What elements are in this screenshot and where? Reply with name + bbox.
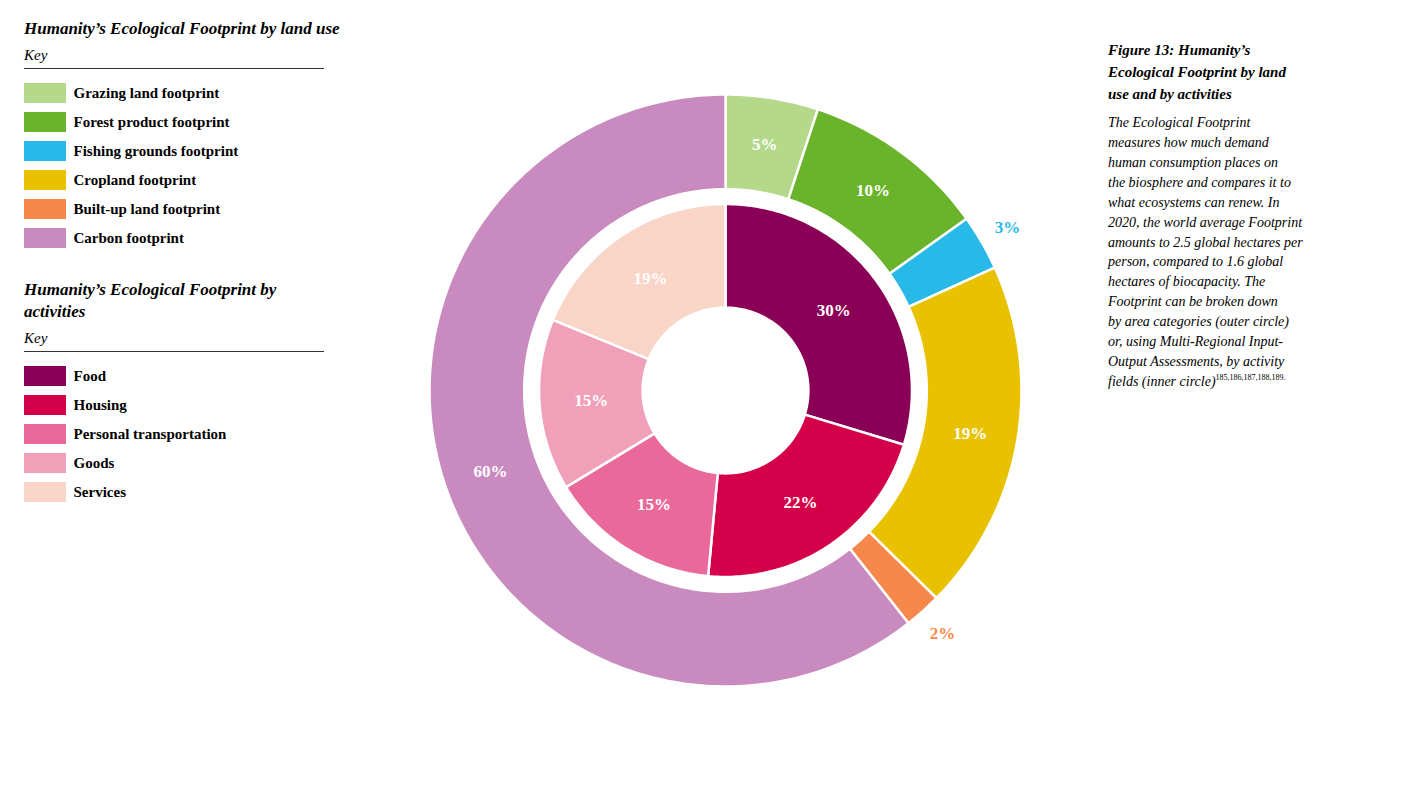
- svg-text:19%: 19%: [633, 269, 667, 288]
- html-text:hectares of biocapacity. The: hectares of biocapacity. The: [1108, 274, 1266, 290]
- html-text:person, compared to 1.6 global: person, compared to 1.6 global: [1108, 254, 1284, 270]
- svg-text:30%: 30%: [817, 301, 851, 320]
- html-text:amounts to 2.5 global hectares: amounts to 2.5 global hectares per: [1108, 234, 1303, 250]
- html-text:Output Assessments, by activit: Output Assessments, by activity: [1108, 353, 1285, 369]
- html-text:human consumption places on: human consumption places on: [1108, 155, 1278, 170]
- html-text:fields (inner circle)185,186,1: fields (inner circle)185,186,187,188,189…: [1108, 373, 1286, 389]
- html-text:Figure 13: Humanity’s: Figure 13: Humanity’s: [1108, 42, 1251, 58]
- html-text:Fishing grounds footprint: Fishing grounds footprint: [73, 143, 239, 160]
- html-text:Cropland footprint: Cropland footprint: [73, 172, 197, 189]
- html-text:Housing: Housing: [73, 396, 127, 413]
- html-text:Key: Key: [24, 329, 48, 346]
- html-text:Goods: Goods: [73, 454, 115, 471]
- svg-text:15%: 15%: [637, 495, 671, 514]
- html-text:Personal transportation: Personal transportation: [73, 425, 227, 442]
- svg-text:10%: 10%: [856, 181, 890, 200]
- html-text:or, using Multi-Regional Input: or, using Multi-Regional Input-: [1108, 333, 1283, 349]
- html-text:the biosphere and compares it: the biosphere and compares it to: [1108, 174, 1291, 190]
- html-text:Carbon footprint: Carbon footprint: [73, 230, 184, 247]
- html-text:use and by activities: use and by activities: [1108, 85, 1232, 102]
- html-text:Key: Key: [24, 47, 48, 64]
- html-text:2020, the world average Footpr: 2020, the world average Footprint: [1108, 214, 1302, 230]
- html-text:Footprint can be broken down: Footprint can be broken down: [1108, 294, 1278, 310]
- svg-text:15%: 15%: [574, 391, 608, 410]
- svg-text:2%: 2%: [930, 624, 956, 643]
- html-text:Humanity’s Ecological Footprin: Humanity’s Ecological Footprint by activ…: [24, 280, 277, 321]
- html-text:measures how much demand: measures how much demand: [1108, 135, 1269, 151]
- html-text:Built-up land footprint: Built-up land footprint: [73, 201, 221, 218]
- svg-text:22%: 22%: [784, 493, 818, 512]
- svg-text:60%: 60%: [474, 462, 508, 481]
- html-text:Ecological Footprint by land: Ecological Footprint by land: [1108, 63, 1286, 80]
- html-text:The Ecological Footprint: The Ecological Footprint: [1108, 115, 1251, 131]
- html-text:Services: Services: [73, 483, 126, 500]
- svg-text:5%: 5%: [752, 135, 778, 154]
- html-text:what ecosystems can renew. In: what ecosystems can renew. In: [1108, 194, 1280, 210]
- html-text:Forest product footprint: Forest product footprint: [73, 114, 230, 131]
- html-text:Food: Food: [73, 367, 106, 384]
- svg-text:3%: 3%: [995, 218, 1021, 237]
- html-text:Humanity’s Ecological Footprin: Humanity’s Ecological Footprint by land …: [24, 19, 340, 38]
- html-text:Grazing land footprint: Grazing land footprint: [73, 85, 220, 102]
- svg-text:19%: 19%: [953, 424, 987, 443]
- html-text:by area categories (outer circ: by area categories (outer circle): [1108, 314, 1289, 329]
